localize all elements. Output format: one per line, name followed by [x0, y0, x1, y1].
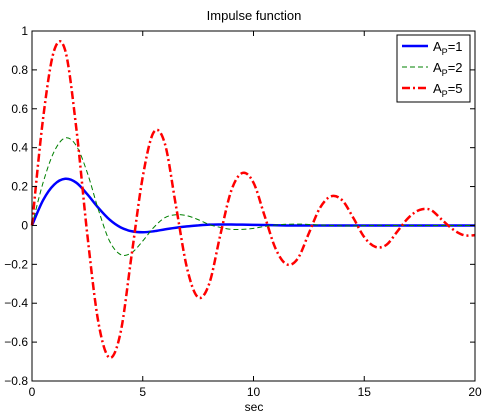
ticks-layer: 0 5 10 15 20 −0.8 −0.6 −0.4 −0.2 0 0.2 0.4 0.6 0.8 1: [4, 24, 482, 399]
y-tick-label: −0.8: [4, 374, 28, 388]
series-line-1: [30, 177, 475, 234]
legend-label-1: AP=1: [433, 39, 463, 57]
y-tick-label: 1: [21, 24, 28, 38]
legend: AP=1 AP=2 AP=5: [396, 34, 471, 103]
x-tick-label: 20: [468, 385, 482, 399]
y-tick-label: 0.2: [11, 180, 28, 194]
y-tick-label: −0.6: [4, 335, 28, 349]
series-line-3: [30, 40, 476, 360]
x-tick-label: 10: [247, 385, 261, 399]
x-tick-label: 15: [358, 385, 372, 399]
series-line-2: [31, 137, 475, 256]
chart-title: Impulse function: [207, 8, 302, 23]
y-tick-label: 0.6: [11, 102, 28, 116]
series-layer: [30, 40, 476, 360]
y-tick-label: −0.2: [4, 257, 28, 271]
x-axis-title: sec: [245, 400, 264, 414]
legend-label-3: AP=5: [433, 81, 463, 99]
legend-label-2: AP=2: [433, 60, 463, 78]
x-tick-label: 5: [139, 385, 146, 399]
x-tick-label: 0: [29, 385, 36, 399]
y-tick-label: 0.4: [11, 141, 28, 155]
y-tick-label: 0.8: [11, 63, 28, 77]
y-tick-label: −0.4: [4, 296, 28, 310]
y-tick-label: 0: [21, 218, 28, 232]
